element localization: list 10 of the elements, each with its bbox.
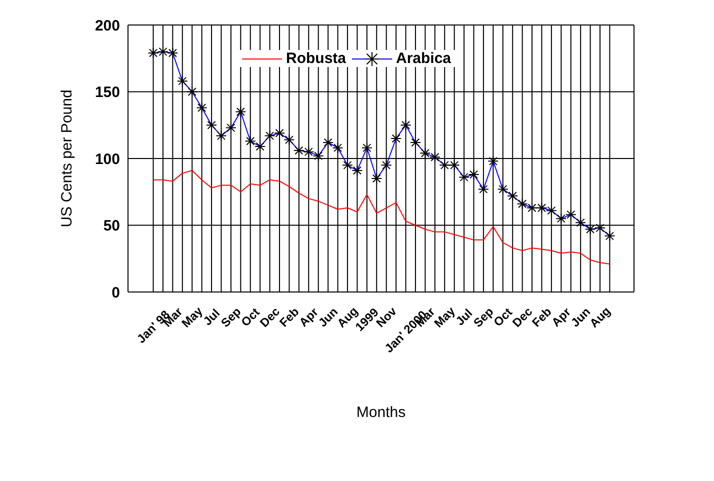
- y-tick-label: 0: [112, 284, 120, 302]
- legend-label: Robusta: [286, 50, 346, 67]
- y-tick-label: 100: [94, 150, 120, 168]
- x-axis-title: Months: [356, 404, 406, 421]
- y-tick-label: 200: [94, 17, 120, 34]
- y-tick-label: 50: [103, 218, 120, 235]
- line-series: [152, 170, 610, 264]
- y-axis-title: US Cents per Pound: [58, 90, 76, 228]
- legend-label: Arabica: [396, 50, 452, 67]
- y-tick-label: 150: [94, 84, 120, 102]
